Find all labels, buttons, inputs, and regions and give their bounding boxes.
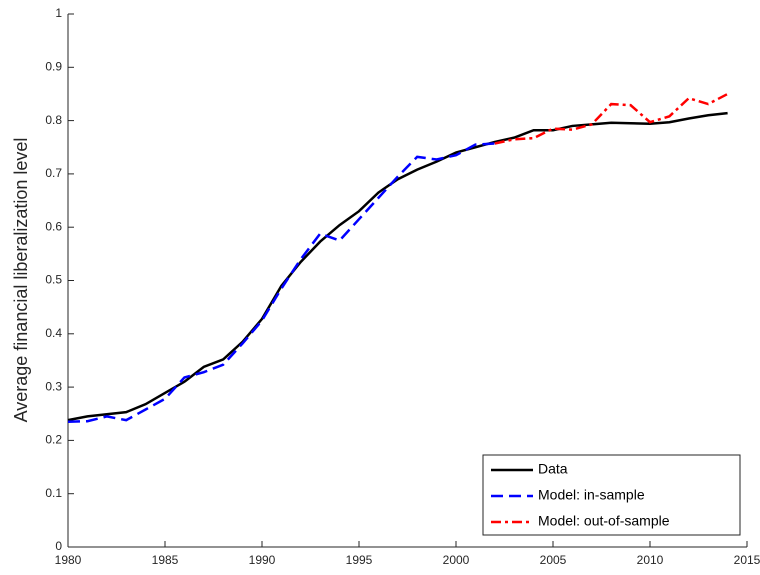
x-tick-label: 2000 xyxy=(443,553,470,567)
y-tick-label: 0.5 xyxy=(45,273,62,287)
y-tick-label: 0.8 xyxy=(45,113,62,127)
legend-label: Data xyxy=(538,461,568,477)
x-tick-label: 1980 xyxy=(55,553,82,567)
y-tick-label: 1 xyxy=(55,6,62,20)
series-line xyxy=(67,111,728,422)
x-tick-label: 1990 xyxy=(249,553,276,567)
legend-label: Model: out-of-sample xyxy=(538,513,670,529)
x-tick-label: 2010 xyxy=(637,553,664,567)
legend-label: Model: in-sample xyxy=(538,487,645,503)
y-tick-label: 0.3 xyxy=(45,379,62,393)
y-tick-label: 0.9 xyxy=(45,59,62,73)
x-tick-label: 2015 xyxy=(734,553,760,567)
y-tick-label: 0.2 xyxy=(45,433,62,447)
y-axis-label: Average financial liberalization level xyxy=(11,138,31,423)
x-tick-label: 2005 xyxy=(540,553,567,567)
y-tick-label: 0 xyxy=(55,539,62,553)
x-tick-label: 1995 xyxy=(346,553,373,567)
y-tick-label: 0.6 xyxy=(45,219,62,233)
y-tick-label: 0.4 xyxy=(45,326,62,340)
series-line xyxy=(494,92,729,145)
x-tick-label: 1985 xyxy=(152,553,179,567)
y-tick-label: 0.7 xyxy=(45,166,62,180)
y-tick-label: 0.1 xyxy=(45,486,62,500)
series-line xyxy=(67,142,495,423)
legend-box xyxy=(482,454,741,536)
legend: Data Model: in-sample Model: out-of-sample xyxy=(482,454,741,536)
